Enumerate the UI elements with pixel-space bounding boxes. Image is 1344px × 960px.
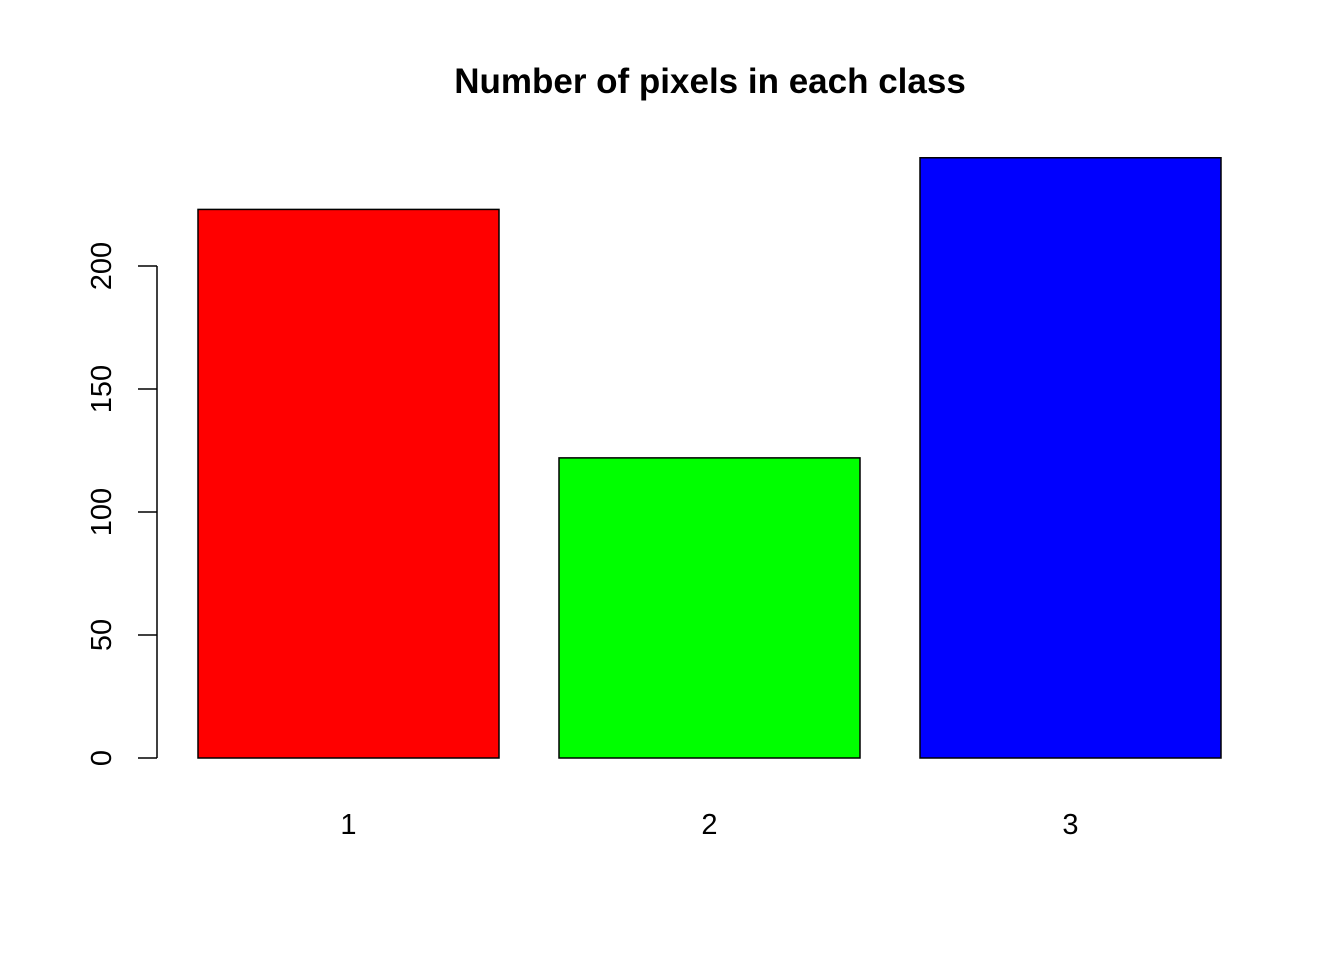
y-tick-label: 50 xyxy=(86,619,118,651)
y-tick-label: 0 xyxy=(86,750,118,766)
y-tick-label: 100 xyxy=(86,488,118,536)
x-tick-label: 1 xyxy=(340,809,356,841)
y-axis: 0 50 100 150 200 xyxy=(86,242,158,766)
x-axis-labels: 1 2 3 xyxy=(340,809,1078,841)
y-tick-label: 200 xyxy=(86,242,118,290)
chart-title: Number of pixels in each class xyxy=(454,62,966,101)
bars-layer xyxy=(197,157,1222,759)
bar-3 xyxy=(919,157,1222,759)
bar-1 xyxy=(197,208,500,759)
x-tick-label: 2 xyxy=(701,809,717,841)
y-tick-label: 150 xyxy=(86,365,118,413)
x-tick-label: 3 xyxy=(1062,809,1078,841)
bar-2 xyxy=(558,457,861,759)
